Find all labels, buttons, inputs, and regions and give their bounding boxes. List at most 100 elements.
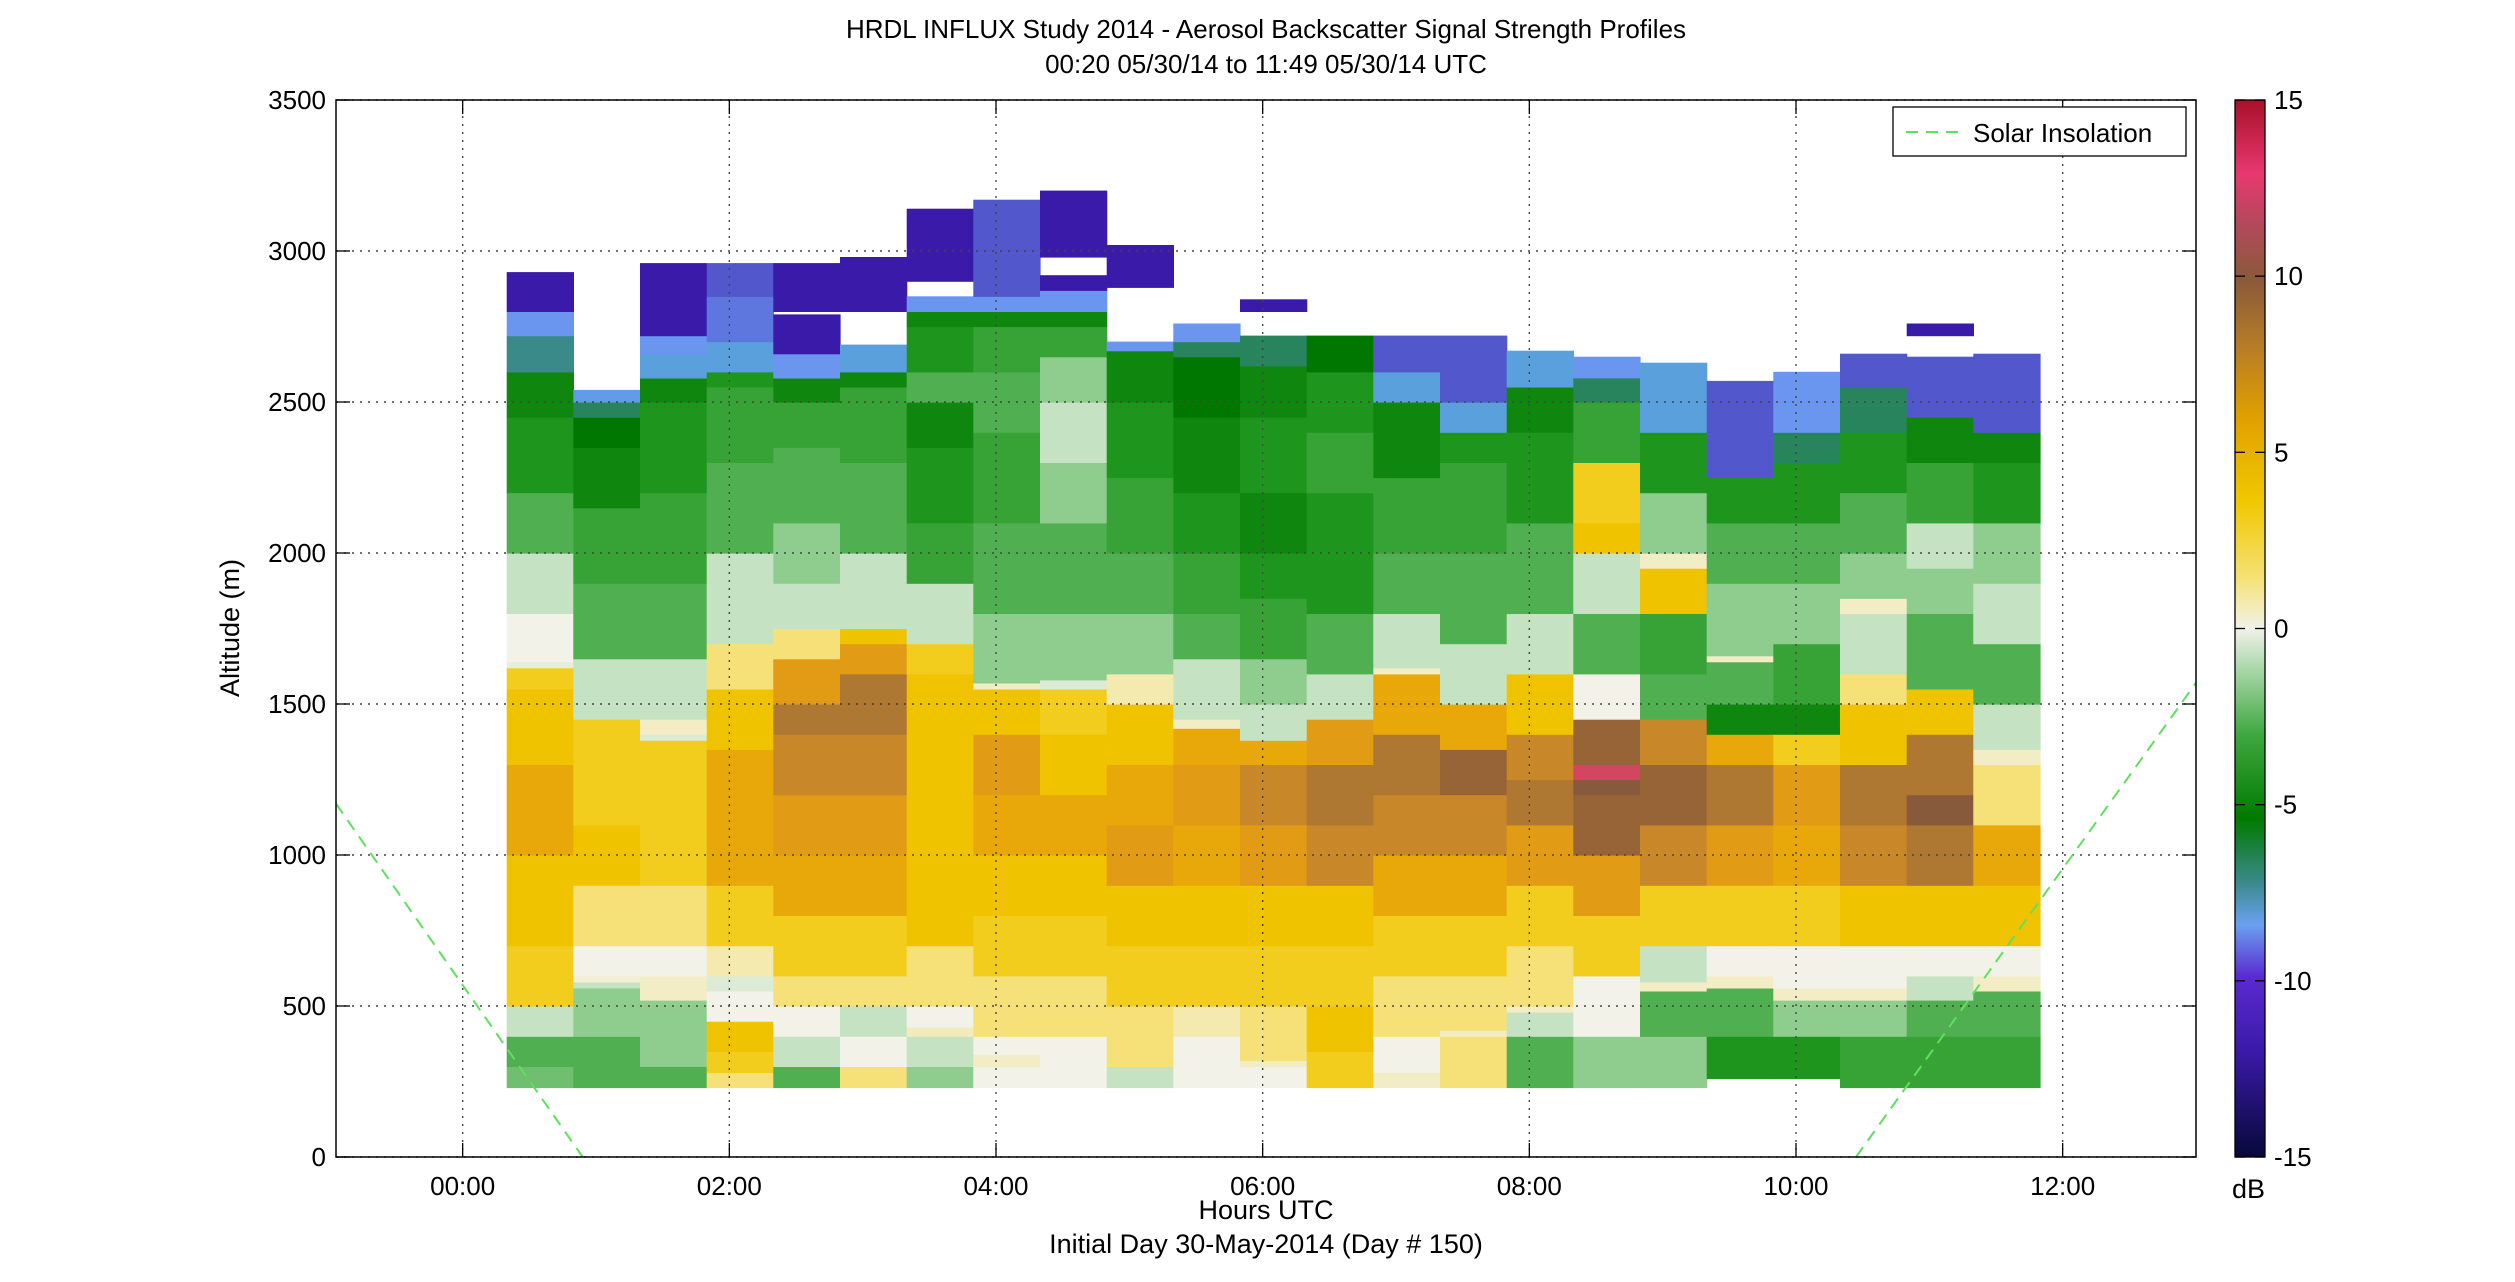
heatmap-cell-6-15 bbox=[906, 371, 974, 403]
heatmap-cell-17-3 bbox=[1640, 945, 1708, 983]
heatmap-cell-12-9 bbox=[1306, 553, 1374, 614]
colorbar-tick-label-4: 5 bbox=[2274, 437, 2288, 467]
heatmap-cell-15-9 bbox=[1506, 613, 1574, 675]
heatmap-cell-1-15 bbox=[573, 389, 641, 403]
heatmap-cell-5-7 bbox=[840, 734, 908, 796]
heatmap-cell-2-8 bbox=[640, 740, 708, 765]
heatmap-cell-10-12 bbox=[1173, 417, 1241, 494]
heatmap-cell-2-0 bbox=[640, 1066, 708, 1089]
heatmap-cell-0-1 bbox=[506, 1036, 574, 1067]
heatmap-cell-0-8 bbox=[506, 661, 574, 669]
heatmap-cell-5-4 bbox=[840, 915, 908, 977]
heatmap-cell-3-9 bbox=[706, 688, 774, 750]
heatmap-cell-2-3 bbox=[640, 975, 708, 1001]
heatmap-cell-18-4 bbox=[1706, 885, 1774, 947]
heatmap-cell-5-0 bbox=[840, 1066, 908, 1089]
heatmap-cell-2-5 bbox=[640, 885, 708, 947]
heatmap-cell-0-12 bbox=[506, 417, 574, 494]
heatmap-cell-5-15 bbox=[840, 344, 908, 373]
heatmap-cell-15-5 bbox=[1506, 824, 1574, 886]
heatmap-cell-15-7 bbox=[1506, 734, 1574, 781]
heatmap-cell-19-14 bbox=[1773, 371, 1841, 433]
heatmap-cell-21-1 bbox=[1906, 1000, 1974, 1037]
heatmap-cell-7-8 bbox=[973, 688, 1041, 735]
heatmap-cell-15-1 bbox=[1506, 1012, 1574, 1037]
colorbar-tick-label-2: -5 bbox=[2274, 790, 2297, 820]
heatmap-cell-3-7 bbox=[706, 824, 774, 886]
heatmap-cell-21-13 bbox=[1906, 417, 1974, 463]
heatmap-cell-11-17 bbox=[1240, 299, 1308, 312]
heatmap-cell-4-1 bbox=[773, 1036, 841, 1067]
heatmap-cell-5-9 bbox=[840, 643, 908, 675]
heatmap-cell-22-13 bbox=[1973, 432, 2041, 463]
heatmap-cell-19-10 bbox=[1773, 583, 1841, 645]
heatmap-cell-1-1 bbox=[573, 987, 641, 1037]
heatmap-cell-13-13 bbox=[1373, 371, 1441, 403]
heatmap-cell-20-3 bbox=[1840, 945, 1908, 989]
heatmap-cell-9-0 bbox=[1106, 1066, 1174, 1089]
heatmap-cell-4-2 bbox=[773, 1006, 841, 1037]
heatmap-cell-22-14 bbox=[1973, 353, 2041, 433]
heatmap-cell-20-8 bbox=[1840, 673, 1908, 705]
heatmap-cell-2-17 bbox=[640, 335, 708, 355]
heatmap-cell-5-14 bbox=[840, 371, 908, 388]
heatmap-cell-20-7 bbox=[1840, 704, 1908, 765]
heatmap-cell-7-13 bbox=[973, 371, 1041, 433]
heatmap-cell-19-11 bbox=[1773, 522, 1841, 584]
heatmap-cell-20-15 bbox=[1840, 353, 1908, 388]
heatmap-cell-20-4 bbox=[1840, 885, 1908, 947]
heatmap-cell-21-2 bbox=[1906, 975, 1974, 1001]
heatmap-cell-18-9 bbox=[1706, 661, 1774, 705]
heatmap-cell-19-2 bbox=[1773, 987, 1841, 1001]
heatmap-cell-8-6 bbox=[1040, 688, 1108, 735]
heatmap-cell-14-3 bbox=[1440, 915, 1508, 977]
heatmap-cell-13-14 bbox=[1373, 335, 1441, 373]
y-axis-label: Altitude (m) bbox=[215, 559, 245, 697]
x-tick-label-6: 12:00 bbox=[2030, 1171, 2095, 1201]
heatmap-cell-1-7 bbox=[573, 764, 641, 826]
colorbar-tick-label-1: -10 bbox=[2274, 966, 2312, 996]
heatmap-cell-16-1 bbox=[1573, 975, 1641, 1037]
heatmap-cell-17-9 bbox=[1640, 613, 1708, 675]
heatmap-cell-19-8 bbox=[1773, 704, 1841, 735]
heatmap-cell-4-11 bbox=[773, 583, 841, 630]
heatmap-cell-8-8 bbox=[1040, 613, 1108, 681]
heatmap-cell-10-11 bbox=[1173, 492, 1241, 554]
heatmap-cell-11-1 bbox=[1240, 1060, 1308, 1067]
heatmap-cell-11-7 bbox=[1240, 740, 1308, 765]
heatmap-cell-3-0 bbox=[706, 1072, 774, 1089]
heatmap-cell-12-1 bbox=[1306, 1006, 1374, 1052]
heatmap-cell-19-9 bbox=[1773, 643, 1841, 705]
heatmap-cell-21-4 bbox=[1906, 885, 1974, 947]
heatmap-cell-6-7 bbox=[906, 764, 974, 826]
heatmap-cell-4-3 bbox=[773, 975, 841, 1007]
heatmap-cell-3-16 bbox=[706, 296, 774, 343]
heatmap-cell-17-13 bbox=[1640, 432, 1708, 494]
heatmap-cell-8-10 bbox=[1040, 462, 1108, 524]
heatmap-cell-7-3 bbox=[973, 975, 1041, 1037]
y-tick-label-5: 2500 bbox=[268, 387, 326, 417]
heatmap-cell-19-3 bbox=[1773, 945, 1841, 989]
heatmap-cell-17-2 bbox=[1640, 981, 1708, 992]
heatmap-cell-7-6 bbox=[973, 794, 1041, 856]
heatmap-cell-11-3 bbox=[1240, 945, 1308, 1007]
heatmap-cell-6-18 bbox=[906, 296, 974, 312]
heatmap-cell-6-6 bbox=[906, 824, 974, 886]
heatmap-cell-1-8 bbox=[573, 719, 641, 765]
heatmap-cell-22-4 bbox=[1973, 885, 2041, 947]
colorbar-ticks: -15 -10 -5 0 5 10 15 bbox=[2235, 85, 2312, 1172]
heatmap-cell-15-11 bbox=[1506, 432, 1574, 524]
heatmap-cell-4-7 bbox=[773, 734, 841, 796]
colorbar-tick-label-6: 15 bbox=[2274, 85, 2303, 115]
heatmap-cell-17-6 bbox=[1640, 764, 1708, 826]
heatmap-cell-13-3 bbox=[1373, 915, 1441, 977]
heatmap-cell-4-10 bbox=[773, 628, 841, 660]
heatmap-cell-6-16 bbox=[906, 326, 974, 373]
heatmap-cell-5-12 bbox=[840, 462, 908, 554]
heatmap-cell-16-3 bbox=[1573, 855, 1641, 916]
heatmap-cell-7-11 bbox=[973, 522, 1041, 614]
heatmap-cell-11-2 bbox=[1240, 1006, 1308, 1061]
heatmap-cell-20-2 bbox=[1840, 987, 1908, 1001]
heatmap-cell-8-9 bbox=[1040, 522, 1108, 614]
y-tick-label-6: 3000 bbox=[268, 236, 326, 266]
